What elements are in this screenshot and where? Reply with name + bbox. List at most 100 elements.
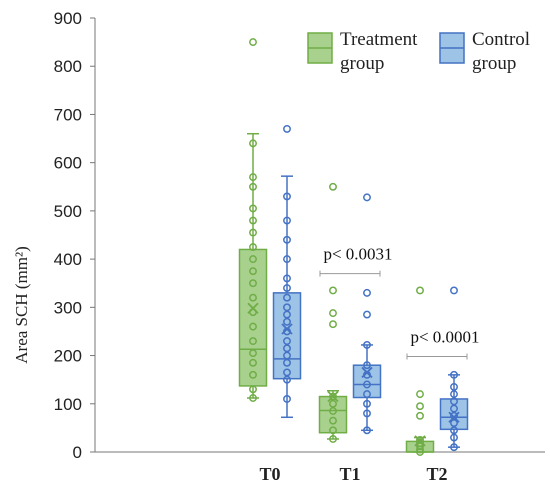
data-point: [283, 395, 291, 403]
x-tick-label: T2: [426, 464, 447, 484]
data-point: [283, 351, 291, 360]
legend-item: Control group: [439, 29, 530, 74]
mean-marker: [448, 411, 460, 423]
data-point: [450, 286, 458, 295]
data-point: [329, 286, 337, 295]
box-T2: [439, 286, 469, 452]
data-point: [249, 322, 257, 331]
data-point: [416, 402, 424, 411]
data-point: [249, 370, 257, 379]
box-T0: [238, 38, 268, 402]
data-point: [249, 204, 257, 213]
series-control-group: [272, 124, 469, 452]
data-point: [329, 392, 337, 401]
data-point: [249, 337, 257, 346]
legend-label: Treatment group: [340, 29, 418, 74]
data-point: [363, 193, 371, 202]
data-point: [363, 380, 371, 389]
box-T0: [272, 124, 302, 419]
legend-label: Control group: [472, 29, 530, 74]
data-point: [416, 390, 424, 399]
box-series: [238, 38, 469, 456]
mean-marker: [361, 366, 373, 379]
mean-marker: [414, 435, 426, 447]
data-point: [249, 216, 257, 225]
data-point: [450, 411, 458, 420]
legend: Treatment group Control group: [307, 29, 530, 74]
data-point: [283, 303, 291, 312]
data-point: [329, 407, 337, 415]
legend-label-line: Treatment: [340, 29, 418, 50]
y-tick-label: 500: [54, 202, 82, 221]
data-point: [450, 433, 458, 442]
data-point: [249, 279, 257, 288]
data-point: [249, 139, 257, 148]
legend-label-line: Control: [472, 29, 530, 50]
data-point: [329, 416, 337, 425]
data-point: [450, 397, 458, 406]
x-tick-label: T1: [339, 464, 360, 484]
data-point: [450, 370, 458, 379]
data-point: [249, 255, 257, 264]
data-point: [450, 404, 458, 413]
y-tick-label: 600: [54, 154, 82, 173]
y-tick-label: 400: [54, 250, 82, 269]
y-tick-labels: 0 100 200 300 400 500 600 700 800 900: [54, 9, 95, 462]
data-point: [249, 358, 257, 367]
data-point: [450, 426, 458, 435]
p-value-label: p< 0.0031: [323, 245, 392, 264]
mean-marker: [247, 302, 259, 314]
data-point: [283, 216, 291, 225]
data-point: [249, 228, 257, 237]
data-point: [329, 320, 337, 329]
y-axis-label: Area SCH (mm²): [12, 246, 31, 363]
y-tick-label: 100: [54, 395, 82, 414]
x-tick-labels: T0 T1 T2: [259, 464, 447, 484]
axes: [94, 18, 545, 453]
data-point: [249, 267, 257, 276]
data-point: [450, 443, 458, 452]
data-point: [283, 192, 291, 201]
data-point: [283, 255, 291, 264]
y-tick-label: 700: [54, 105, 82, 124]
box-T1: [318, 182, 348, 443]
annotations: p< 0.0031 p< 0.0001: [319, 245, 480, 360]
data-point: [450, 390, 458, 399]
data-point: [363, 310, 371, 319]
data-point: [249, 385, 257, 394]
data-point: [283, 368, 291, 377]
data-point: [249, 173, 257, 182]
data-point: [450, 419, 458, 428]
data-point: [283, 124, 291, 133]
legend-item: Treatment group: [307, 29, 418, 74]
data-point: [363, 361, 371, 370]
data-point: [363, 399, 371, 408]
data-point: [416, 286, 424, 295]
data-point: [283, 337, 291, 346]
box-T2: [405, 286, 435, 456]
data-point: [363, 426, 371, 435]
data-point: [363, 288, 371, 297]
data-point: [329, 426, 337, 435]
data-point: [283, 317, 291, 326]
data-point: [329, 309, 337, 318]
data-point: [249, 394, 257, 402]
data-point: [283, 310, 291, 319]
data-point: [283, 358, 291, 367]
y-tick-label: 300: [54, 298, 82, 317]
data-point: [283, 284, 291, 292]
box-T1: [352, 193, 382, 435]
mean-marker: [281, 323, 293, 335]
data-point: [283, 274, 291, 283]
y-tick-label: 200: [54, 347, 82, 366]
data-point: [416, 411, 424, 420]
mean-marker: [327, 390, 339, 403]
x-tick-label: T0: [259, 464, 280, 484]
y-tick-label: 0: [73, 443, 82, 462]
data-point: [329, 182, 337, 191]
data-point: [249, 38, 257, 47]
data-point: [249, 349, 257, 358]
box-iqr: [272, 292, 302, 380]
data-point: [363, 390, 371, 399]
